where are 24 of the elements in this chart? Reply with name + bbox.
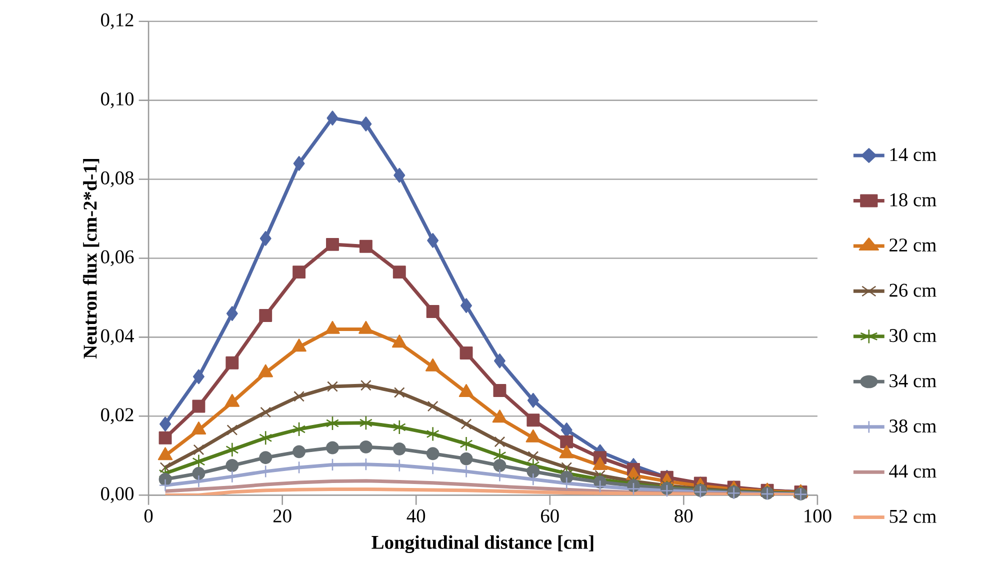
y-tick-label: 0,08: [101, 171, 134, 188]
legend-label: 30 cm: [890, 328, 936, 342]
legend-label: 26 cm: [890, 284, 936, 297]
y-tick-label: 0,06: [101, 250, 134, 266]
legend-label: 34 cm: [890, 374, 936, 388]
y-tick-label: 0,10: [101, 92, 134, 108]
x-tick-label: 0: [144, 509, 153, 522]
x-axis-title: Longitudinal distance [cm]: [372, 535, 594, 553]
legend-label: 18 cm: [890, 193, 936, 206]
y-tick-label: 0,04: [101, 329, 134, 345]
x-tick-label: 100: [804, 509, 832, 522]
y-tick-label: 0,12: [101, 13, 134, 30]
x-tick-label: 80: [674, 509, 693, 522]
y-tick-label: 0,00: [101, 486, 134, 503]
x-tick-label: 40: [406, 509, 426, 522]
x-tick-label: 20: [273, 509, 292, 522]
legend-label: 52 cm: [890, 510, 936, 523]
y-axis-title: Neutron flux [cm-2*d-1]: [82, 158, 100, 358]
x-tick-label: 60: [541, 509, 559, 522]
legend-label: 14 cm: [890, 148, 936, 161]
legend-label: 22 cm: [890, 238, 936, 252]
y-tick-label: 0,02: [101, 408, 134, 424]
legend-label: 38 cm: [890, 419, 936, 432]
legend-label: 44 cm: [889, 464, 936, 478]
